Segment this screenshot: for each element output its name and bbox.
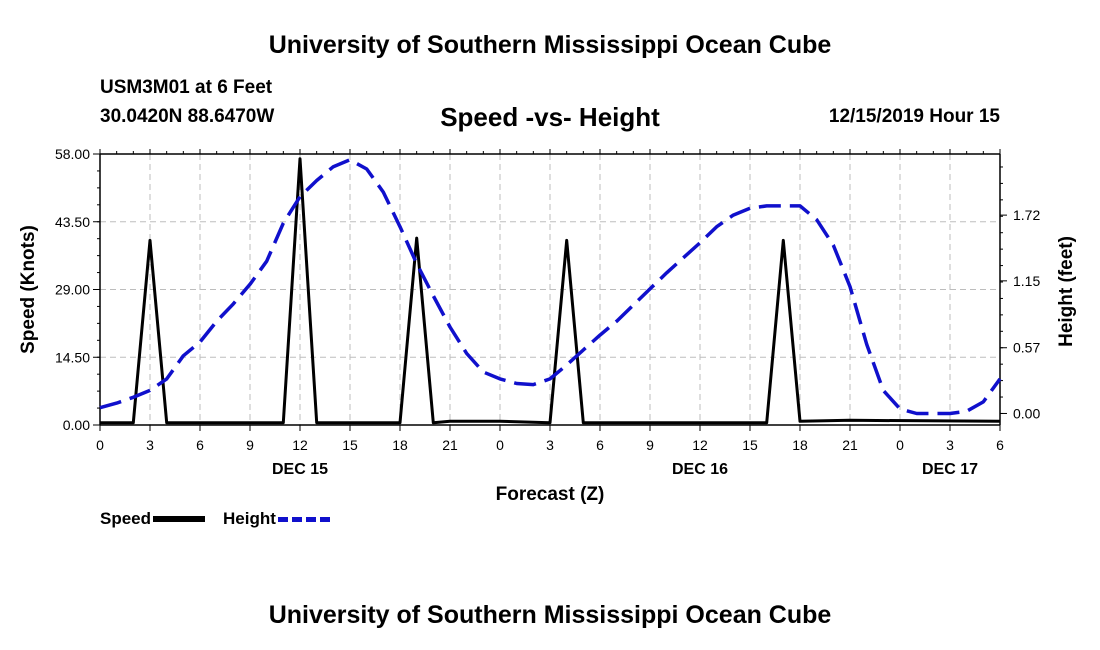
y2-tick-label: 1.72 <box>1013 207 1040 223</box>
station-label: USM3M01 at 6 Feet <box>100 77 273 98</box>
y-axis-title: Speed (Knots) <box>18 225 39 354</box>
datetime-label: 12/15/2019 Hour 15 <box>828 106 1000 127</box>
x-tick-label: 18 <box>792 437 808 453</box>
x-tick-label: 21 <box>442 437 458 453</box>
legend-height-swatch <box>277 516 330 522</box>
x-tick-label: 12 <box>692 437 708 453</box>
legend: Speed Height <box>100 509 330 529</box>
y2-tick-label: 0.00 <box>1013 405 1040 421</box>
date-label: DEC 15 <box>272 461 328 478</box>
x-tick-label: 3 <box>146 437 154 453</box>
x-tick-label: 3 <box>946 437 954 453</box>
x-tick-label: 6 <box>596 437 604 453</box>
x-tick-label: 15 <box>342 437 358 453</box>
y-tick-label: 29.00 <box>55 282 90 298</box>
x-tick-label: 9 <box>646 437 654 453</box>
x-tick-label: 12 <box>292 437 308 453</box>
x-tick-label: 0 <box>96 437 104 453</box>
legend-speed-label: Speed <box>100 509 152 528</box>
x-tick-label: 9 <box>246 437 254 453</box>
speed-height-chart: 0 3 6 9 12 15 18 21 0 3 6 9 12 15 18 21 0 3 6 0.00 14.50 29.0… <box>18 146 1077 505</box>
y2-tick-label: 0.57 <box>1013 340 1040 356</box>
page-title-bottom: University of Southern Mississippi Ocean… <box>268 601 832 629</box>
x-tick-label: 18 <box>392 437 408 453</box>
y-tick-label: 58.00 <box>55 146 90 162</box>
page-title-top: University of Southern Mississippi Ocean… <box>268 31 832 59</box>
x-axis-title: Forecast (Z) <box>496 484 605 505</box>
legend-height-label: Height <box>223 509 276 528</box>
coordinates-label: 30.0420N 88.6470W <box>100 106 275 127</box>
y-tick-label: 0.00 <box>63 417 90 433</box>
y-tick-label: 43.50 <box>55 214 90 230</box>
x-tick-label: 0 <box>496 437 504 453</box>
date-label: DEC 17 <box>922 461 978 478</box>
series-line-speed <box>100 157 1001 425</box>
legend-speed-swatch <box>153 516 206 522</box>
chart-title: Speed -vs- Height <box>440 102 660 132</box>
x-tick-label: 3 <box>546 437 554 453</box>
x-tick-label: 15 <box>742 437 758 453</box>
x-tick-label: 6 <box>996 437 1004 453</box>
series-line-height <box>99 158 1002 416</box>
y-tick-label: 14.50 <box>55 349 90 365</box>
date-label: DEC 16 <box>672 461 728 478</box>
y2-tick-label: 1.15 <box>1013 273 1040 289</box>
y2-axis-title: Height (feet) <box>1056 236 1077 347</box>
x-tick-label: 6 <box>196 437 204 453</box>
x-tick-label: 0 <box>896 437 904 453</box>
x-tick-label: 21 <box>842 437 858 453</box>
